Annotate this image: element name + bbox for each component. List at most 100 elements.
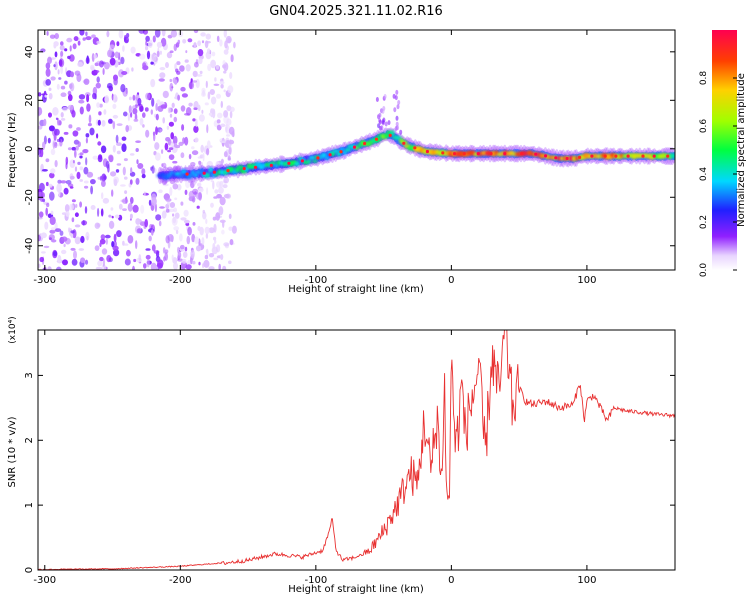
noise-speckle	[176, 61, 181, 66]
noise-speckle	[193, 107, 198, 110]
noise-speckle	[92, 92, 97, 100]
noise-speckle	[190, 162, 196, 167]
noise-speckle	[152, 35, 156, 43]
noise-speckle	[210, 59, 217, 69]
ridge-peak	[352, 145, 357, 149]
noise-speckle	[205, 218, 208, 225]
noise-speckle	[68, 94, 73, 102]
noise-speckle	[233, 41, 236, 49]
noise-speckle	[209, 89, 215, 95]
ridge-streak	[387, 120, 391, 126]
noise-speckle	[48, 112, 52, 118]
noise-speckle	[219, 180, 224, 188]
noise-speckle	[116, 150, 121, 155]
noise-speckle	[60, 50, 64, 57]
ridge-peak	[565, 156, 569, 161]
noise-speckle	[45, 158, 50, 163]
noise-speckle	[218, 186, 224, 194]
noise-speckle	[99, 175, 103, 181]
noise-speckle	[91, 34, 96, 38]
noise-speckle	[97, 119, 101, 126]
noise-speckle	[59, 230, 64, 236]
noise-speckle	[123, 158, 128, 162]
noise-speckle	[169, 82, 174, 92]
noise-speckle	[158, 78, 165, 82]
noise-speckle	[229, 110, 233, 119]
noise-speckle	[227, 157, 232, 161]
noise-speckle	[128, 96, 132, 101]
noise-speckle	[45, 79, 51, 86]
snr-y-tick-label: 1	[24, 502, 35, 508]
noise-speckle	[223, 242, 230, 247]
colorbar-tick-label: 0.2	[699, 215, 709, 229]
noise-speckle	[204, 40, 209, 49]
noise-speckle	[198, 191, 203, 201]
noise-speckle	[58, 188, 61, 197]
noise-speckle	[140, 204, 145, 214]
noise-speckle	[60, 118, 66, 121]
ridge-peak	[202, 171, 206, 175]
ridge-peak	[534, 152, 538, 156]
ridge-core	[669, 153, 675, 159]
noise-speckle	[155, 103, 158, 111]
noise-speckle	[110, 207, 114, 211]
noise-speckle	[73, 36, 79, 42]
noise-speckle	[60, 180, 67, 184]
noise-speckle	[150, 61, 154, 65]
noise-speckle	[219, 219, 226, 223]
noise-speckle	[180, 201, 184, 206]
noise-speckle	[122, 208, 127, 212]
noise-speckle	[93, 40, 96, 45]
noise-speckle	[151, 244, 156, 252]
noise-speckle	[121, 71, 128, 75]
noise-speckle	[206, 124, 209, 134]
noise-speckle	[73, 250, 77, 260]
noise-speckle	[156, 41, 163, 48]
noise-speckle	[158, 220, 162, 227]
spectrogram-x-tick-label: -200	[169, 275, 192, 286]
ridge-peak	[666, 154, 670, 158]
noise-speckle	[56, 183, 62, 193]
noise-speckle	[63, 243, 66, 248]
noise-speckle	[75, 203, 78, 208]
noise-speckle	[102, 258, 105, 268]
noise-speckle	[54, 61, 58, 71]
noise-speckle	[120, 84, 126, 93]
noise-speckle	[77, 161, 81, 165]
noise-speckle	[114, 51, 120, 59]
noise-speckle	[184, 246, 188, 252]
noise-speckle	[204, 254, 209, 260]
noise-speckle	[199, 70, 203, 75]
noise-speckle	[192, 188, 199, 195]
noise-speckle	[90, 185, 93, 195]
noise-speckle	[187, 38, 193, 43]
noise-speckle	[142, 124, 145, 128]
snr-y-label: SNR (10 * v/v)	[7, 416, 18, 487]
snr-panel: -300 -200 -100 0 100 0 1 2 3 Height of straight…	[7, 316, 676, 595]
noise-speckle	[103, 109, 107, 115]
noise-speckle	[47, 56, 52, 64]
noise-speckle	[108, 155, 114, 163]
ridge-core	[312, 159, 318, 163]
noise-speckle	[148, 235, 152, 242]
noise-speckle	[80, 235, 85, 244]
noise-speckle	[141, 173, 146, 179]
ridge-core	[294, 161, 301, 167]
noise-speckle	[57, 254, 62, 264]
noise-speckle	[82, 37, 86, 41]
noise-speckle	[169, 186, 173, 196]
noise-speckle	[144, 219, 148, 228]
noise-speckle	[195, 118, 198, 128]
ridge-peak	[652, 154, 656, 158]
noise-speckle	[42, 198, 46, 203]
noise-speckle	[227, 37, 231, 44]
noise-speckle	[184, 113, 190, 116]
noise-speckle	[164, 142, 169, 151]
noise-speckle	[142, 65, 149, 71]
noise-speckle	[150, 53, 157, 62]
noise-speckle	[53, 41, 59, 47]
noise-speckle	[170, 132, 174, 140]
noise-speckle	[70, 247, 76, 251]
noise-speckle	[196, 74, 203, 77]
noise-speckle	[143, 263, 147, 269]
